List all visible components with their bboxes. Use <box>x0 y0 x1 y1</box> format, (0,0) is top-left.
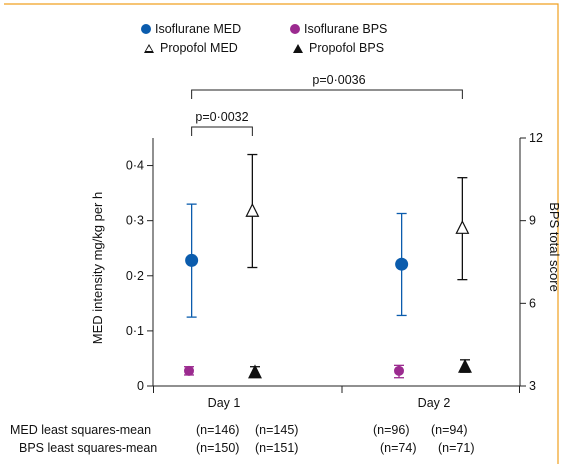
y-tick-label-right: 9 <box>529 214 536 228</box>
p-value-label: p=0·0032 <box>195 110 248 124</box>
legend-item-propofol-med: Propofol MED <box>144 41 238 55</box>
data-point <box>245 202 260 217</box>
n-count: (n=71) <box>438 441 475 455</box>
data-point <box>184 365 194 376</box>
y-tick-label-right: 3 <box>529 379 536 393</box>
n-count: (n=145) <box>255 423 299 437</box>
legend-item-isoflurane-bps: Isoflurane BPS <box>290 22 387 36</box>
legend-label: Propofol BPS <box>309 41 385 55</box>
n-count: (n=146) <box>196 423 240 437</box>
legend-label: Isoflurane MED <box>155 22 242 36</box>
p-value-label: p=0·0036 <box>312 73 365 87</box>
data-point <box>395 257 409 271</box>
data-point <box>394 365 404 376</box>
y-axis-label-left: MED intensity mg/kg per h <box>90 192 105 344</box>
filled-circle-marker-icon <box>290 24 300 34</box>
significance-bracket <box>191 89 463 99</box>
y-tick-label-left: 0·4 <box>126 159 144 173</box>
data-point <box>455 219 470 234</box>
legend-item-propofol-bps: Propofol BPS <box>293 41 384 55</box>
legend-item-isoflurane-med: Isoflurane MED <box>141 22 241 36</box>
n-row-med: MED least squares-mean <box>10 423 151 437</box>
x-tick-label: Day 1 <box>208 396 241 410</box>
significance-bracket <box>191 126 253 136</box>
y-tick-label-left: 0·1 <box>126 324 144 338</box>
n-row-label: MED least squares-mean <box>10 423 152 437</box>
y-tick-label-right: 12 <box>529 131 543 145</box>
y-tick-label-right: 6 <box>529 296 536 310</box>
data-point <box>248 364 262 379</box>
y-tick-label-left: 0·2 <box>126 269 144 283</box>
n-count: (n=94) <box>431 423 468 437</box>
y-axis-label-right: BPS total score <box>547 202 562 292</box>
x-tick-label: Day 2 <box>418 396 451 410</box>
y-tick-label-left: 0·3 <box>126 214 144 228</box>
legend-label: Isoflurane BPS <box>304 22 388 36</box>
data-point <box>458 358 472 373</box>
filled-circle-marker-icon <box>141 24 151 34</box>
y-tick-label-left: 0 <box>137 379 144 393</box>
filled-triangle-marker-icon <box>293 43 303 53</box>
data-point <box>185 253 199 267</box>
frame-border <box>4 3 559 464</box>
n-row-bps: BPS least squares-mean <box>19 441 157 455</box>
n-count: (n=150) <box>196 441 240 455</box>
legend-label: Propofol MED <box>160 41 238 55</box>
open-triangle-marker-icon <box>144 43 154 53</box>
n-count: (n=96) <box>373 423 410 437</box>
n-count: (n=74) <box>380 441 417 455</box>
n-row-label: BPS least squares-mean <box>19 441 158 455</box>
n-count: (n=151) <box>255 441 299 455</box>
